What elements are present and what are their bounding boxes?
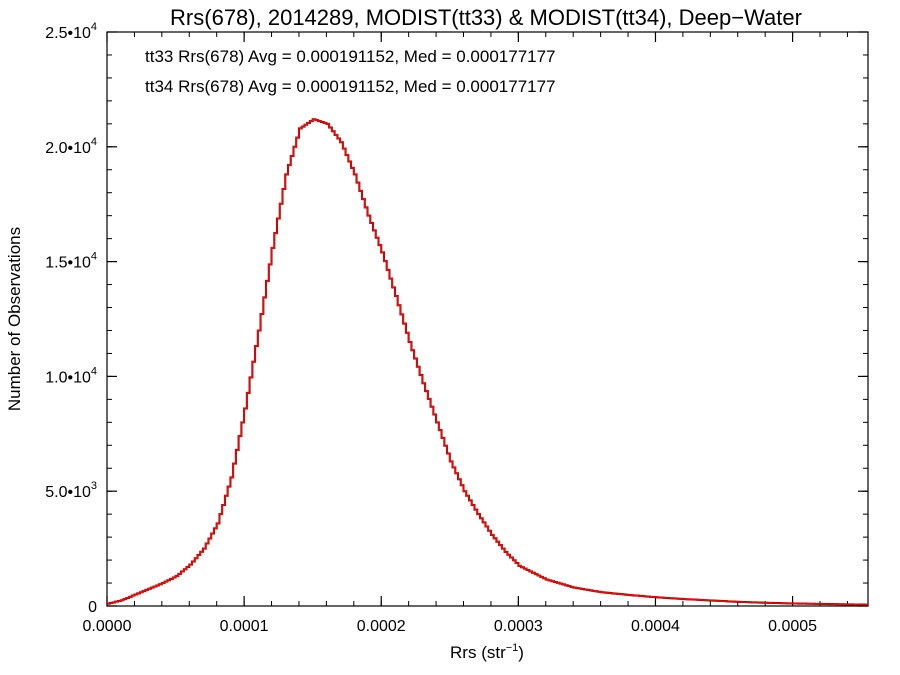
axis-ticks: 0.0000 0.0001 0.0002 0.0003 0.0004 0.0005 0 5.0… bbox=[45, 21, 868, 635]
y-tick-label: 5.0•103 bbox=[45, 480, 97, 501]
chart-title: Rrs(678), 2014289, MODIST(tt33) & MODIST… bbox=[170, 5, 802, 30]
x-axis-label-sup: −1 bbox=[506, 642, 519, 654]
y-axis-label: Number of Observations bbox=[5, 227, 24, 411]
series-tt33-histogram bbox=[107, 118, 868, 606]
x-tick-label: 0.0004 bbox=[631, 618, 680, 635]
y-tick-label: 0 bbox=[88, 599, 97, 616]
annotations: tt33 Rrs(678) Avg = 0.000191152, Med = 0… bbox=[145, 47, 556, 96]
x-tick-label: 0.0001 bbox=[220, 618, 269, 635]
x-tick-label: 0.0003 bbox=[494, 618, 543, 635]
series-tt34-histogram bbox=[107, 118, 868, 606]
series-layer bbox=[107, 118, 868, 606]
x-tick-label: 0.0005 bbox=[768, 618, 817, 635]
x-axis-label-tail: ) bbox=[518, 643, 524, 662]
y-tick-label: 2.5•104 bbox=[45, 21, 97, 42]
y-tick-label: 2.0•104 bbox=[45, 136, 97, 157]
x-axis-label-base: Rrs (str bbox=[450, 643, 506, 662]
x-tick-label: 0.0000 bbox=[83, 618, 132, 635]
x-tick-label: 0.0002 bbox=[357, 618, 406, 635]
y-tick-label: 1.0•104 bbox=[45, 365, 97, 386]
annotation-tt33: tt33 Rrs(678) Avg = 0.000191152, Med = 0… bbox=[145, 47, 556, 66]
annotation-tt34: tt34 Rrs(678) Avg = 0.000191152, Med = 0… bbox=[145, 77, 556, 96]
y-tick-label: 1.5•104 bbox=[45, 251, 97, 272]
x-axis-label: Rrs (str−1) bbox=[450, 642, 524, 662]
plot-frame bbox=[106, 31, 869, 607]
